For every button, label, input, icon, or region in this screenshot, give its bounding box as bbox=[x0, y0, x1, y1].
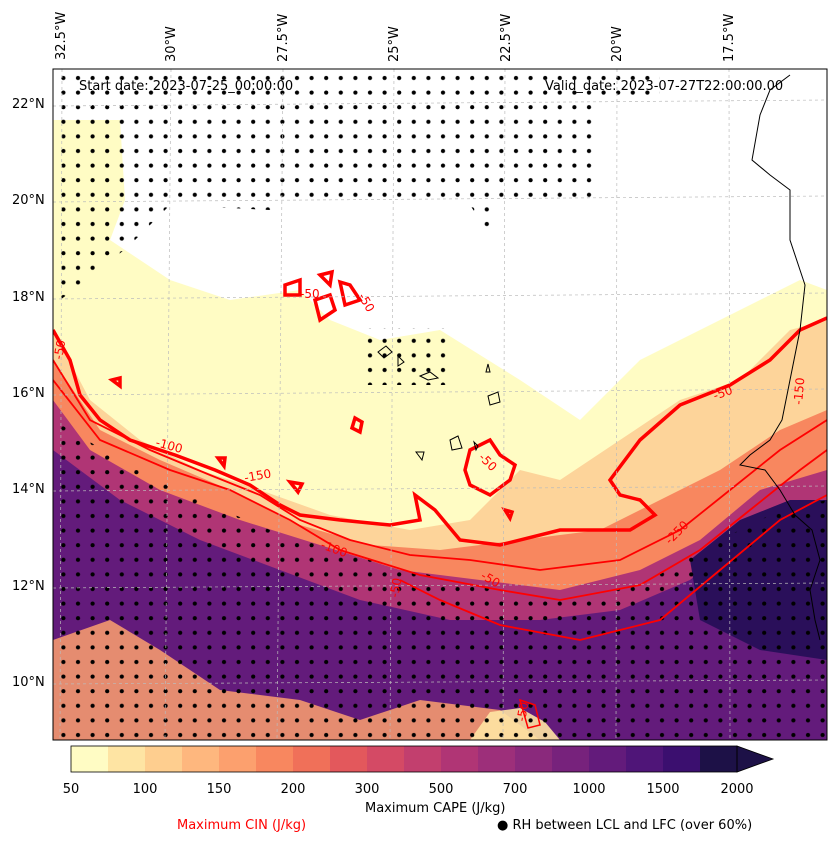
rh-legend-label: ● RH between LCL and LFC (over 60%) bbox=[497, 818, 753, 833]
contour-label: -50 bbox=[387, 577, 404, 599]
contour-label: -150 bbox=[791, 377, 807, 405]
lon-label: 22.5°W bbox=[499, 13, 514, 62]
contour-label: -100 bbox=[154, 435, 184, 456]
colorbar-segment bbox=[478, 746, 516, 772]
colorbar-segment bbox=[182, 746, 220, 772]
colorbar-tick: 2000 bbox=[720, 782, 754, 797]
colorbar-tick: 50 bbox=[62, 782, 80, 797]
colorbar-segment bbox=[700, 746, 738, 772]
lat-label: 14°N bbox=[12, 482, 45, 497]
colorbar-segment bbox=[441, 746, 479, 772]
lat-label: 22°N bbox=[12, 97, 45, 112]
rh-dots-north bbox=[53, 75, 660, 300]
colorbar-segment bbox=[663, 746, 701, 772]
cin-contour-50 bbox=[53, 316, 827, 547]
colorbar-tick: 100 bbox=[132, 782, 158, 797]
contour-label: -50 bbox=[514, 701, 531, 723]
contour-label: -50 bbox=[51, 339, 68, 361]
colorbar-tick: 500 bbox=[428, 782, 454, 797]
lon-label: 25°W bbox=[387, 26, 402, 62]
colorbar-segment bbox=[367, 746, 405, 772]
colorbar-segment bbox=[108, 746, 146, 772]
colorbar-tick: 1000 bbox=[572, 782, 606, 797]
contour-label: -50 bbox=[711, 383, 734, 403]
lon-label: 32.5°W bbox=[54, 11, 69, 60]
colorbar-tick: 700 bbox=[502, 782, 528, 797]
contour-label-group: -50 -50 -50 -50 -100 -150 -100 -50 -50 -… bbox=[51, 287, 807, 723]
cin-contours bbox=[53, 269, 827, 729]
rh-dots-south bbox=[53, 420, 827, 740]
colorbar-segment bbox=[71, 746, 109, 772]
cape-verde-islands bbox=[377, 345, 501, 462]
cin-cell-south bbox=[518, 698, 541, 729]
colorbar-segment bbox=[293, 746, 331, 772]
contour-label: -50 bbox=[300, 287, 320, 301]
cin-cell-mid bbox=[108, 375, 518, 523]
cin-contour-150 bbox=[53, 379, 827, 601]
colorbar-tick: 1500 bbox=[646, 782, 680, 797]
lat-label: 20°N bbox=[12, 193, 45, 208]
colorbar-tick: 150 bbox=[206, 782, 232, 797]
lon-label: 30°W bbox=[164, 26, 179, 62]
colorbar-tick: 300 bbox=[354, 782, 380, 797]
colorbar-extend-arrow bbox=[736, 745, 775, 773]
colorbar-segment bbox=[330, 746, 368, 772]
gridlines bbox=[53, 69, 827, 740]
lon-label: 17.5°W bbox=[722, 13, 737, 62]
cin-cell-north bbox=[283, 269, 363, 323]
colorbar-segment bbox=[626, 746, 664, 772]
colorbar-segment bbox=[552, 746, 590, 772]
lat-label: 18°N bbox=[12, 290, 45, 305]
colorbar-tick: 200 bbox=[280, 782, 306, 797]
colorbar-segment bbox=[589, 746, 627, 772]
lat-label: 16°N bbox=[12, 386, 45, 401]
valid-date: Valid_date: 2023-07-27T22:00:00.00 bbox=[545, 79, 784, 94]
rh-dots-islands bbox=[365, 328, 450, 385]
colorbar-segment bbox=[256, 746, 294, 772]
colorbar-segment bbox=[219, 746, 257, 772]
cin-legend-label: Maximum CIN (J/kg) bbox=[177, 818, 307, 833]
lat-label: 12°N bbox=[12, 579, 45, 594]
colorbar-segment bbox=[145, 746, 183, 772]
colorbar-segment bbox=[404, 746, 442, 772]
contour-label: -150 bbox=[243, 466, 272, 485]
lon-label: 27.5°W bbox=[276, 13, 291, 62]
start-date: Start date: 2023-07-25_00:00:00 bbox=[79, 79, 294, 94]
colorbar-label: Maximum CAPE (J/kg) bbox=[365, 801, 506, 816]
colorbar bbox=[70, 745, 775, 773]
colorbar-segment bbox=[515, 746, 553, 772]
africa-coastline bbox=[738, 74, 821, 641]
map-frame bbox=[52, 68, 828, 741]
cin-contour-250 bbox=[399, 494, 827, 641]
cin-contour-100 bbox=[53, 359, 827, 571]
lon-label: 20°W bbox=[610, 26, 625, 62]
colorbar-frame bbox=[70, 745, 738, 773]
lat-label: 10°N bbox=[12, 675, 45, 690]
